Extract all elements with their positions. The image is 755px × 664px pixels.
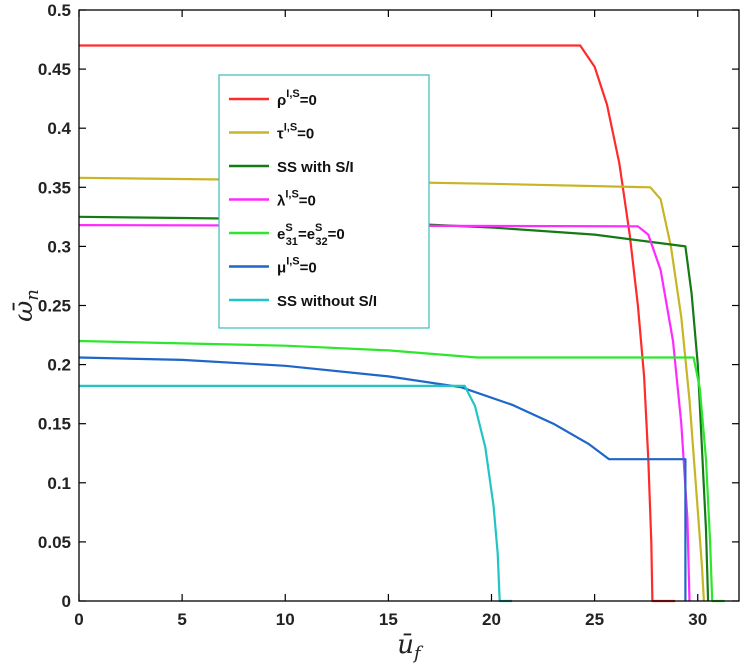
y-tick-label: 0.5 <box>47 1 71 20</box>
legend-label-lambda: λI,S=0 <box>277 189 316 210</box>
x-axis-title: ūf <box>397 630 424 664</box>
legend-label-tau: τI,S=0 <box>277 122 314 143</box>
y-tick-label: 0 <box>62 592 71 611</box>
y-tick-label: 0.25 <box>38 297 71 316</box>
legend-label-ss-si: SS with S/I <box>277 159 354 176</box>
y-tick-label: 0.35 <box>38 178 71 197</box>
axes-layer: 0 5 10 15 20 25 30 0 0.05 0.1 0.15 0.2 0.25 0.3 0.35 0.… <box>9 1 740 664</box>
legend-label-ss-no: SS without S/I <box>277 293 377 310</box>
legend-label-rho: ρI,S=0 <box>277 88 317 109</box>
legend: ρI,S=0 τI,S=0 SS with S/I λI,S=0 eS 31=eS 32=0… <box>218 74 430 329</box>
x-tick-label: 20 <box>482 610 501 629</box>
y-tick-label: 0.3 <box>47 237 71 256</box>
series-line-e31 <box>78 339 725 603</box>
y-tick-label: 0.45 <box>38 60 71 79</box>
y-tick-label: 0.1 <box>47 474 71 493</box>
series-line-ss-no <box>79 384 513 603</box>
series-line-mu <box>78 356 687 601</box>
x-tick-label: 0 <box>74 610 83 629</box>
legend-label-mu: μI,S=0 <box>277 256 317 277</box>
x-tick-label: 25 <box>585 610 604 629</box>
y-tick-label: 0.05 <box>38 533 71 552</box>
y-tick-label: 0.2 <box>47 356 71 375</box>
y-tick-label: 0.15 <box>38 415 71 434</box>
series-line-rho <box>79 44 676 603</box>
y-axis-title: ω̄n <box>9 289 43 322</box>
x-tick-label: 5 <box>177 610 186 629</box>
y-tick-label: 0.4 <box>47 119 71 138</box>
x-tick-label: 10 <box>276 610 295 629</box>
legend-label-e31: eS 31=eS 32=0 <box>277 222 345 248</box>
x-tick-label: 15 <box>379 610 398 629</box>
legend-box <box>218 74 430 329</box>
x-tick-label: 30 <box>688 610 707 629</box>
